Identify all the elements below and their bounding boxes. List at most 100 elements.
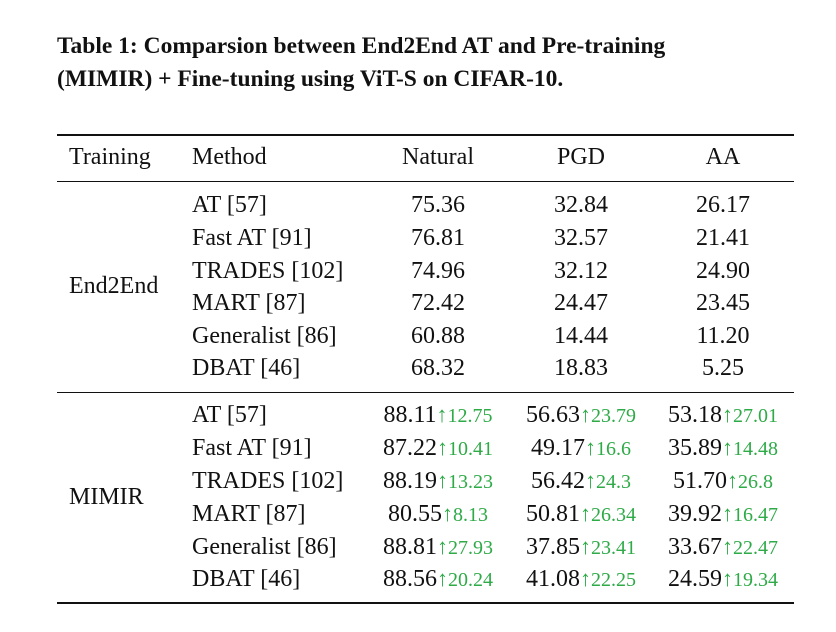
- natural-value: 88.81: [383, 534, 437, 560]
- pgd-cell: 18.83: [554, 355, 608, 381]
- natural-value: 88.11: [383, 402, 437, 428]
- aa-value: 24.59: [668, 566, 722, 592]
- pgd-value: 37.85: [526, 534, 580, 560]
- aa-cell: 35.89↑14.48: [653, 433, 793, 464]
- pgd-value: 50.81: [526, 501, 580, 527]
- pgd-gain: 22.25: [591, 569, 636, 591]
- arrow-up-icon: ↑: [437, 534, 448, 559]
- pgd-value: 41.08: [526, 566, 580, 592]
- pgd-cell: 41.08↑22.25: [511, 564, 651, 595]
- aa-cell: 51.70↑26.8: [653, 466, 793, 497]
- natural-cell: 88.19↑13.23: [368, 466, 508, 497]
- pgd-gain: 26.34: [591, 504, 636, 526]
- pgd-cell: 24.47: [554, 290, 608, 316]
- natural-cell: 68.32: [411, 355, 465, 381]
- arrow-up-icon: ↑: [436, 402, 448, 427]
- natural-gain: 20.24: [448, 569, 493, 591]
- method-cell: TRADES [102]: [192, 258, 344, 284]
- pgd-cell: 32.57: [554, 225, 608, 251]
- natural-value: 88.56: [383, 566, 437, 592]
- arrow-up-icon: ↑: [722, 501, 733, 526]
- natural-cell: 75.36: [411, 192, 465, 218]
- aa-cell: 39.92↑16.47: [653, 499, 793, 530]
- natural-cell: 88.56↑20.24: [368, 564, 508, 595]
- natural-gain: 27.93: [448, 537, 493, 559]
- bottom-rule: [57, 602, 794, 604]
- natural-gain: 12.75: [447, 405, 493, 427]
- table-caption: Table 1: Comparsion between End2End AT a…: [57, 30, 797, 96]
- arrow-up-icon: ↑: [722, 435, 733, 460]
- pgd-cell: 49.17↑16.6: [511, 433, 651, 464]
- aa-value: 33.67: [668, 534, 722, 560]
- arrow-up-icon: ↑: [437, 566, 448, 591]
- natural-gain: 13.23: [448, 471, 493, 493]
- aa-cell: 24.59↑19.34: [653, 564, 793, 595]
- aa-cell: 26.17: [696, 192, 750, 218]
- arrow-up-icon: ↑: [585, 468, 596, 493]
- aa-gain: 27.01: [733, 405, 778, 427]
- arrow-up-icon: ↑: [580, 534, 591, 559]
- pgd-cell: 50.81↑26.34: [511, 499, 651, 530]
- pgd-gain: 23.41: [591, 537, 636, 559]
- natural-cell: 87.22↑10.41: [368, 433, 508, 464]
- pgd-cell: 56.42↑24.3: [511, 466, 651, 497]
- header-method: Method: [192, 144, 267, 170]
- aa-value: 51.70: [673, 468, 727, 494]
- arrow-up-icon: ↑: [442, 501, 453, 526]
- pgd-cell: 32.84: [554, 192, 608, 218]
- natural-gain: 8.13: [453, 504, 488, 526]
- natural-cell: 80.55↑8.13: [368, 499, 508, 530]
- aa-cell: 33.67↑22.47: [653, 532, 793, 563]
- pgd-cell: 14.44: [554, 323, 608, 349]
- arrow-up-icon: ↑: [437, 468, 448, 493]
- method-cell: AT [57]: [192, 192, 267, 218]
- top-rule: [57, 134, 794, 136]
- natural-value: 87.22: [383, 435, 437, 461]
- natural-value: 88.19: [383, 468, 437, 494]
- aa-value: 35.89: [668, 435, 722, 461]
- aa-cell: 23.45: [696, 290, 750, 316]
- arrow-up-icon: ↑: [722, 566, 733, 591]
- header-pgd: PGD: [556, 144, 605, 170]
- method-cell: Generalist [86]: [192, 534, 337, 560]
- aa-gain: 16.47: [733, 504, 778, 526]
- method-cell: AT [57]: [192, 402, 267, 428]
- arrow-up-icon: ↑: [580, 402, 591, 427]
- arrow-up-icon: ↑: [727, 468, 738, 493]
- pgd-value: 49.17: [531, 435, 585, 461]
- pgd-cell: 37.85↑23.41: [511, 532, 651, 563]
- group-label-mimir: MIMIR: [69, 484, 144, 510]
- group-rule: [57, 392, 794, 394]
- pgd-value: 56.42: [531, 468, 585, 494]
- method-cell: DBAT [46]: [192, 355, 301, 381]
- method-cell: DBAT [46]: [192, 566, 301, 592]
- method-cell: TRADES [102]: [192, 468, 344, 494]
- natural-cell: 60.88: [411, 323, 465, 349]
- natural-cell: 72.42: [411, 290, 465, 316]
- aa-gain: 22.47: [733, 537, 778, 559]
- natural-cell: 74.96: [411, 258, 465, 284]
- aa-cell: 24.90: [696, 258, 750, 284]
- caption-line-2: (MIMIR) + Fine-tuning using ViT-S on CIF…: [57, 66, 564, 92]
- arrow-up-icon: ↑: [585, 435, 596, 460]
- header-aa: AA: [705, 144, 741, 170]
- arrow-up-icon: ↑: [580, 566, 591, 591]
- aa-cell: 21.41: [696, 225, 750, 251]
- aa-cell: 53.18↑27.01: [653, 400, 793, 431]
- arrow-up-icon: ↑: [722, 402, 733, 427]
- arrow-up-icon: ↑: [722, 534, 733, 559]
- results-table: Training Method Natural PGD AA End2End M…: [57, 134, 794, 604]
- aa-cell: 5.25: [702, 355, 744, 381]
- aa-value: 39.92: [668, 501, 722, 527]
- group-label-end2end: End2End: [69, 273, 159, 299]
- header-natural: Natural: [402, 144, 474, 170]
- method-cell: Generalist [86]: [192, 323, 337, 349]
- aa-gain: 19.34: [733, 569, 778, 591]
- arrow-up-icon: ↑: [580, 501, 591, 526]
- aa-gain: 14.48: [733, 438, 778, 460]
- natural-cell: 88.11↑12.75: [368, 400, 508, 431]
- natural-value: 80.55: [388, 501, 442, 527]
- pgd-cell: 56.63↑23.79: [511, 400, 651, 431]
- aa-gain: 26.8: [738, 471, 773, 493]
- header-training: Training: [69, 144, 151, 170]
